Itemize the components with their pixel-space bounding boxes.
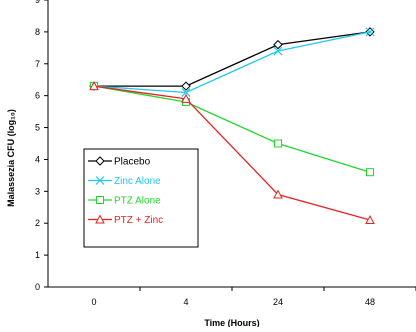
axes xyxy=(44,0,416,291)
series-line-zinc-alone xyxy=(93,31,371,94)
y-tick-label: 6 xyxy=(35,91,40,101)
legend-label-ptz-alone: PTZ Alone xyxy=(114,196,161,207)
legend-label-zinc-alone: Zinc Alone xyxy=(114,176,161,187)
x-axis-title: Time (Hours) xyxy=(204,318,259,327)
series-line-placebo xyxy=(94,31,371,87)
y-tick-label: 8 xyxy=(35,27,40,37)
data-point-ptz-zinc xyxy=(273,189,283,199)
y-tick-label: 0 xyxy=(35,282,40,292)
data-point-ptz-zinc xyxy=(365,214,375,225)
data-point-placebo xyxy=(181,81,191,91)
legend-label-ptz-zinc: PTZ + Zinc xyxy=(114,215,163,226)
data-point-ptz-alone xyxy=(274,139,282,148)
legend-marker-ptz-zinc xyxy=(95,214,105,224)
series-placebo xyxy=(89,27,375,91)
series-line-ptz-zinc xyxy=(93,85,371,221)
data-point-placebo xyxy=(273,39,283,50)
data-point-ptz-zinc xyxy=(89,81,99,91)
legend-label-placebo: Placebo xyxy=(114,157,151,168)
y-tick-label: 9 xyxy=(35,0,40,5)
y-tick-label: 3 xyxy=(35,186,40,196)
x-tick-label: 24 xyxy=(273,297,283,307)
legend-marker-ptz-alone xyxy=(96,196,104,204)
legend-marker-placebo xyxy=(95,156,105,166)
series-layer xyxy=(89,27,375,225)
x-tick-label: 48 xyxy=(365,297,375,307)
y-tick-label: 7 xyxy=(35,59,40,69)
x-tick-label: 0 xyxy=(91,297,96,307)
data-point-zinc-alone xyxy=(273,46,283,56)
y-tick-label: 4 xyxy=(35,154,40,164)
series-ptz-zinc xyxy=(89,81,375,225)
legend-marker-zinc-alone xyxy=(95,176,105,185)
y-axis-title: Malassezia CFU (log₁₀) xyxy=(6,109,16,207)
data-point-zinc-alone xyxy=(181,88,191,97)
legend: Placebo Zinc Alone PTZ Alone PTZ + Zinc xyxy=(83,148,199,248)
series-line-ptz-alone xyxy=(93,85,371,173)
x-tick-label: 4 xyxy=(183,297,188,307)
y-tick-label: 2 xyxy=(35,218,40,228)
data-point-ptz-zinc xyxy=(181,93,191,103)
y-tick-label: 5 xyxy=(35,123,40,133)
tick-labels: 0 1 2 3 4 5 6 7 8 9 0 4 24 48 xyxy=(35,0,375,307)
y-tick-label: 1 xyxy=(35,250,40,260)
data-point-ptz-alone xyxy=(366,168,374,177)
data-point-zinc-alone xyxy=(365,27,375,37)
